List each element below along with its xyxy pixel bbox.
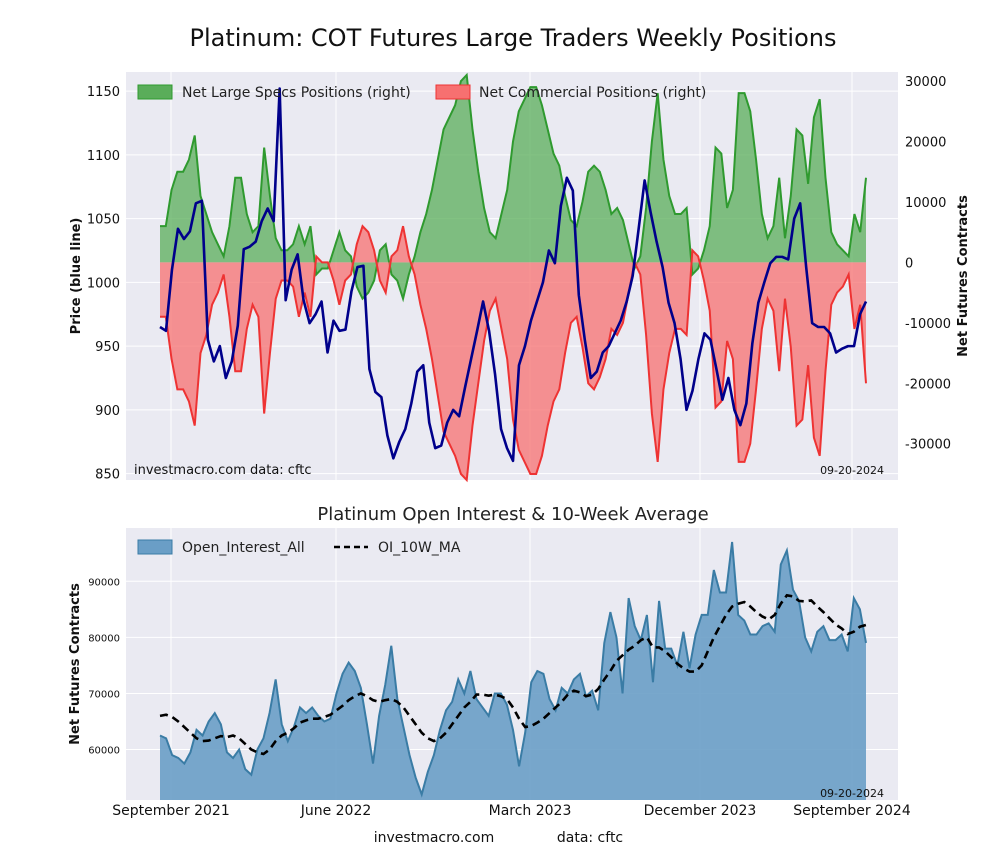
legend-swatch-specs: [137, 84, 173, 100]
net-tick-label: -30000: [905, 438, 951, 453]
net-tick-label: 30000: [905, 75, 946, 90]
price-tick-label: 900: [95, 404, 120, 419]
net-axis-ticks: -30000 -20000 -10000 0 10000 20000 30000: [905, 75, 951, 453]
price-tick-label: 850: [95, 468, 120, 483]
top-price-line: [159, 87, 868, 463]
net-tick-label: -10000: [905, 317, 951, 332]
oi-tick-label: 80000: [88, 633, 120, 644]
bottom-legend: Open_Interest_All OI_10W_MA: [137, 539, 461, 556]
bottom-date-label: 09-20-2024: [820, 787, 884, 800]
top-date-label: 09-20-2024: [820, 464, 884, 477]
net-tick-label: -20000: [905, 377, 951, 392]
bottom-title: Platinum Open Interest & 10-Week Average: [317, 504, 708, 525]
x-tick-label: September 2021: [112, 803, 229, 819]
price-axis-label: Price (blue line): [69, 218, 84, 335]
oi-tick-label: 70000: [88, 689, 120, 700]
top-chart: 850 900 950 1000 1050 1100 1150 -30000 -20000 -1…: [69, 72, 971, 483]
oi-area-fill: [160, 542, 866, 800]
price-tick-label: 1150: [87, 85, 120, 100]
x-tick-label: June 2022: [300, 803, 372, 819]
legend-swatch-oi: [137, 539, 173, 555]
price-tick-label: 1000: [87, 276, 120, 291]
legend-label-oi: Open_Interest_All: [182, 540, 305, 556]
x-tick-label: March 2023: [489, 803, 572, 819]
x-tick-label: September 2024: [793, 803, 911, 819]
net-tick-label: 20000: [905, 136, 946, 151]
price-line: [159, 87, 868, 463]
chart-title: Platinum: COT Futures Large Traders Week…: [189, 24, 836, 52]
x-axis-ticks: September 2021 June 2022 March 2023 Decembe…: [112, 803, 911, 819]
legend-label-specs: Net Large Specs Positions (right): [182, 85, 411, 101]
specs-line: [160, 72, 867, 303]
top-legend: Net Large Specs Positions (right) Net Co…: [137, 84, 706, 101]
oi-tick-label: 90000: [88, 577, 120, 588]
oi-area: [159, 541, 867, 800]
net-axis-label: Net Futures Contracts: [956, 195, 971, 357]
footer-data: data: cftc: [557, 830, 623, 846]
legend-label-commercial: Net Commercial Positions (right): [479, 85, 706, 101]
price-tick-label: 1050: [87, 213, 120, 228]
oi-line: [159, 541, 867, 798]
x-tick-label: December 2023: [644, 803, 757, 819]
price-tick-label: 1100: [87, 149, 120, 164]
legend-label-ma: OI_10W_MA: [378, 540, 461, 556]
price-tick-label: 950: [95, 340, 120, 355]
oi-axis-label: Net Futures Contracts: [68, 583, 83, 745]
net-tick-label: 0: [905, 256, 913, 271]
oi-tick-label: 60000: [88, 746, 120, 757]
top-net-areas: [160, 72, 867, 483]
price-axis-ticks: 850 900 950 1000 1050 1100 1150: [87, 85, 120, 483]
footer-site: investmacro.com: [374, 830, 494, 846]
net-tick-label: 10000: [905, 196, 946, 211]
legend-swatch-commercial: [435, 84, 471, 100]
commercial-line: [160, 224, 867, 483]
bottom-chart: Platinum Open Interest & 10-Week Average…: [68, 504, 911, 819]
top-watermark: investmacro.com data: cftc: [134, 463, 312, 478]
oi-axis-ticks: 60000 70000 80000 90000: [88, 577, 120, 756]
